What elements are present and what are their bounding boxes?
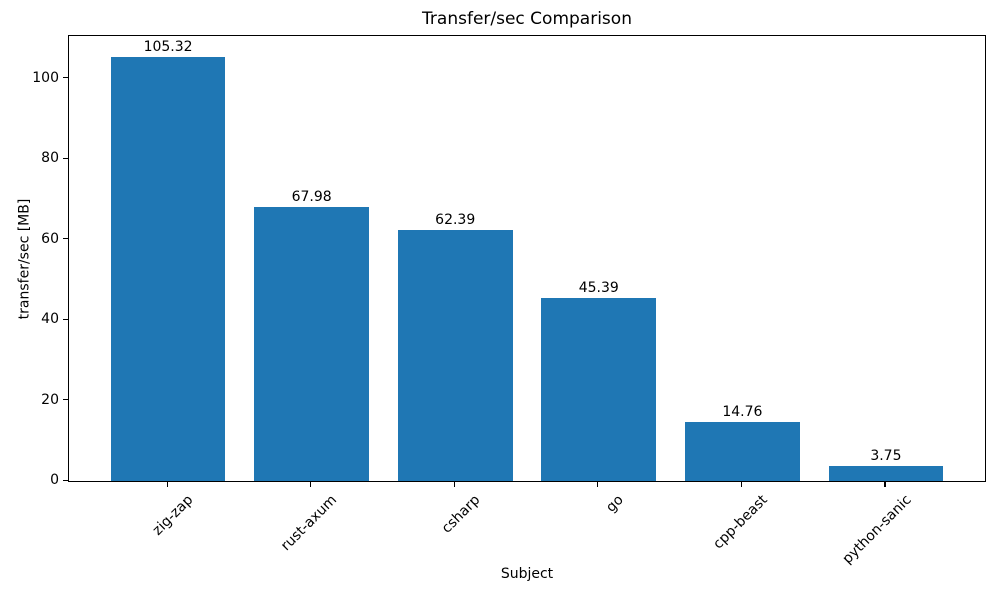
y-tick-label: 60 <box>41 230 59 247</box>
bar-cpp-beast <box>684 421 800 481</box>
y-tick <box>63 157 68 159</box>
bar-rust-axum <box>254 207 370 481</box>
bar-value-label: 14.76 <box>722 403 763 420</box>
bar-value-label: 67.98 <box>291 189 332 206</box>
bar-python-sanic <box>828 465 944 481</box>
x-tick-label-go: go <box>603 492 628 516</box>
x-tick-label-zig-zap: zig-zap <box>149 492 197 539</box>
bar-value-label: 105.32 <box>143 39 193 56</box>
bar-csharp <box>397 229 513 481</box>
y-tick <box>63 479 68 481</box>
x-tick <box>597 482 599 487</box>
x-tick <box>740 482 743 487</box>
chart-title: Transfer/sec Comparison <box>422 9 632 29</box>
y-tick-label: 80 <box>41 150 59 167</box>
x-tick-label-cpp-beast: cpp-beast <box>710 492 771 553</box>
bar-value-label: 45.39 <box>578 280 619 297</box>
x-tick-label-csharp: csharp <box>438 492 484 537</box>
x-tick-label-python-sanic: python-sanic <box>839 492 915 568</box>
y-tick <box>63 318 68 320</box>
x-tick <box>310 482 312 487</box>
bar-value-label: 3.75 <box>870 447 902 464</box>
y-axis-label: transfer/sec [MB] <box>16 198 33 319</box>
y-tick-label: 100 <box>32 69 59 86</box>
y-axis-label-wrap: transfer/sec [MB] <box>10 35 38 482</box>
y-tick-label: 0 <box>50 472 59 488</box>
bar-value-label: 62.39 <box>435 211 476 228</box>
x-tick <box>884 482 886 487</box>
x-axis-label: Subject <box>500 566 554 582</box>
y-tick <box>63 399 68 401</box>
plot-area: 105.32 67.98 62.39 45.39 14.76 3.75 <box>68 35 986 482</box>
x-tick-label-rust-axum: rust-axum <box>277 492 340 555</box>
y-tick-label: 20 <box>41 391 59 408</box>
y-tick <box>63 77 68 79</box>
bar-go <box>541 298 657 481</box>
x-tick <box>166 482 168 487</box>
bar-zig-zap <box>110 57 226 481</box>
y-tick-label: 40 <box>41 311 59 328</box>
x-tick <box>453 482 455 487</box>
y-tick <box>63 238 68 240</box>
